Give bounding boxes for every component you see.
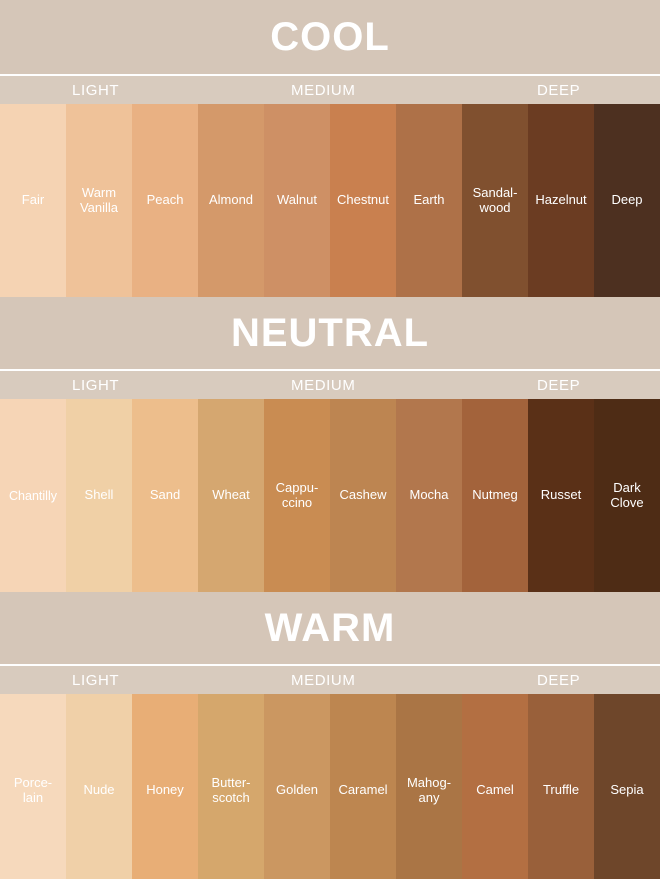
shade-swatch[interactable]: Butter-scotch [198,694,264,879]
shade-name-label: Golden [276,782,318,798]
shade-name-label: Butter-scotch [211,774,251,805]
shade-name-label: Deep [611,192,643,208]
depth-label-medium: MEDIUM [291,376,356,394]
depth-label-deep: DEEP [537,376,581,394]
depth-label-deep: DEEP [537,81,581,99]
shade-swatch[interactable]: Shell [66,399,132,592]
shade-name-label: Fair [21,192,45,208]
shade-name-label: Peach [146,192,184,208]
undertone-section-warm: WARM LIGHT MEDIUM DEEP Porce-lain Nude Hon… [0,592,660,879]
shade-swatch[interactable]: Almond [198,104,264,297]
undertone-title-band-cool: COOL [0,0,660,76]
undertone-title-cool: COOL [270,15,390,59]
undertone-title-warm: WARM [264,606,396,650]
undertone-title-band-warm: WARM [0,592,660,666]
shade-name-label: Sand [149,487,181,503]
shade-name-label: Chantilly [9,488,57,503]
shade-name-label: Nutmeg [472,487,518,503]
depth-label-deep: DEEP [537,671,581,689]
depth-header-row-warm: LIGHT MEDIUM DEEP [0,666,660,694]
shade-swatch[interactable]: Walnut [264,104,330,297]
depth-header-row-cool: LIGHT MEDIUM DEEP [0,76,660,104]
shade-swatch[interactable]: Russet [528,399,594,592]
shade-name-label: Almond [208,192,254,208]
shade-name-label: Walnut [277,192,317,208]
depth-label-light: LIGHT [72,376,120,394]
shade-swatch[interactable]: Peach [132,104,198,297]
shade-name-label: Camel [476,782,514,798]
shade-swatch[interactable]: Camel [462,694,528,879]
shade-swatch[interactable]: Honey [132,694,198,879]
shade-swatch[interactable]: Sand [132,399,198,592]
shade-swatch[interactable]: Sepia [594,694,660,879]
shade-name-label: Russet [540,487,582,503]
undertone-section-neutral: NEUTRAL LIGHT MEDIUM DEEP Chantilly Shell… [0,297,660,592]
shade-swatch[interactable]: Porce-lain [0,694,66,879]
shade-swatch[interactable]: Mocha [396,399,462,592]
depth-label-medium: MEDIUM [291,671,356,689]
undertone-title-neutral: NEUTRAL [230,311,430,355]
depth-header-row-neutral: LIGHT MEDIUM DEEP [0,371,660,399]
swatch-row-warm: Porce-lain Nude Honey Butter-scotch Golden Ca… [0,694,660,879]
shade-name-label: Mahog-any [406,774,452,805]
shade-swatch[interactable]: Earth [396,104,462,297]
shade-swatch[interactable]: Sandal-wood [462,104,528,297]
shade-swatch[interactable]: Cashew [330,399,396,592]
shade-name-label: Sandal-wood [472,184,518,215]
shade-name-label: Honey [146,782,184,798]
shade-name-label: Mocha [409,487,449,503]
depth-label-light: LIGHT [72,81,120,99]
shade-swatch[interactable]: Hazelnut [528,104,594,297]
depth-label-medium: MEDIUM [291,81,356,99]
shade-name-label: Wheat [212,487,250,503]
shade-swatch[interactable]: Caramel [330,694,396,879]
shade-swatch[interactable]: Truffle [528,694,594,879]
shade-swatch[interactable]: Fair [0,104,66,297]
shade-name-label: Warm Vanilla [79,184,119,215]
shade-swatch[interactable]: Wheat [198,399,264,592]
shade-name-label: Truffle [542,782,580,798]
undertone-title-band-neutral: NEUTRAL [0,297,660,371]
shade-swatch[interactable]: Dark Clove [594,399,660,592]
swatch-row-neutral: Chantilly Shell Sand Wheat Cappu-ccino Cashew… [0,399,660,592]
shade-swatch[interactable]: Warm Vanilla [66,104,132,297]
shade-swatch[interactable]: Chestnut [330,104,396,297]
shade-swatch[interactable]: Cappu-ccino [264,399,330,592]
shade-swatch[interactable]: Golden [264,694,330,879]
shade-name-label: Hazelnut [535,192,587,208]
shade-name-label: Earth [413,192,445,208]
shade-name-label: Nude [83,782,115,798]
depth-label-light: LIGHT [72,671,120,689]
swatch-row-cool: Fair Warm Vanilla Peach Almond Walnut Chestnut… [0,104,660,297]
undertone-section-cool: COOL LIGHT MEDIUM DEEP Fair Warm Vanilla Pe… [0,0,660,297]
shade-name-label: Dark Clove [610,479,644,510]
shade-name-label: Shell [84,487,114,503]
shade-swatch[interactable]: Nude [66,694,132,879]
shade-name-label: Porce-lain [13,774,53,805]
shade-name-label: Sepia [610,782,644,798]
shade-swatch[interactable]: Nutmeg [462,399,528,592]
shade-name-label: Cappu-ccino [275,479,319,510]
shade-name-label: Cashew [339,487,387,503]
shade-swatch[interactable]: Mahog-any [396,694,462,879]
shade-swatch[interactable]: Chantilly [0,399,66,592]
shade-name-label: Chestnut [336,192,390,208]
shade-name-label: Caramel [338,782,388,798]
shade-swatch[interactable]: Deep [594,104,660,297]
